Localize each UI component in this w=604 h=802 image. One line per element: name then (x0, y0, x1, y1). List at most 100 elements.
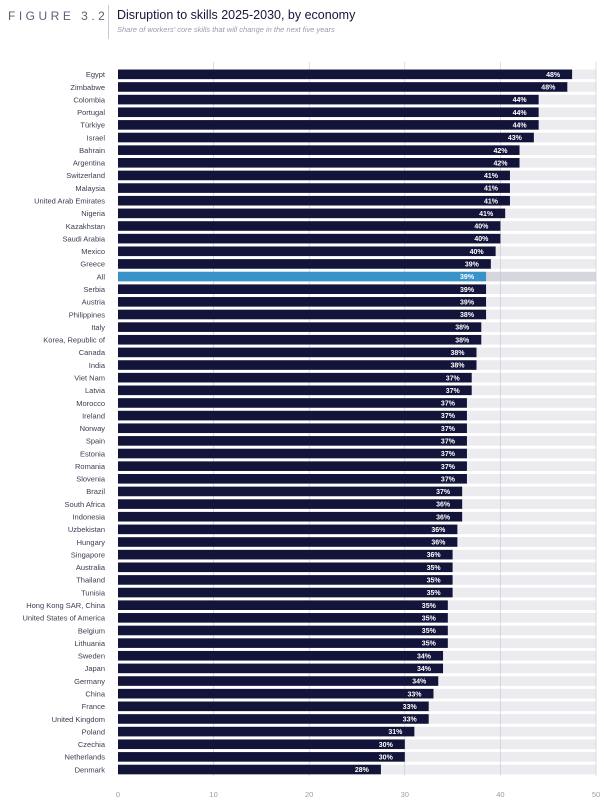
data-label: 43% (508, 135, 523, 142)
data-label: 33% (407, 691, 422, 698)
bar (118, 676, 439, 686)
data-label: 44% (513, 122, 528, 129)
bar (118, 638, 448, 648)
category-label: Tunisia (81, 588, 106, 597)
category-label: Brazil (86, 487, 105, 496)
bar (118, 511, 463, 522)
bar (118, 625, 448, 636)
data-label: 36% (427, 552, 442, 559)
bar (118, 195, 510, 206)
category-label: Singapore (71, 550, 105, 559)
bar (118, 271, 487, 282)
category-label: Belgium (78, 626, 105, 635)
bar (118, 145, 520, 155)
chart-title: Disruption to skills 2025-2030, by econo… (117, 8, 356, 22)
bar (118, 474, 467, 484)
category-label: Italy (91, 323, 105, 332)
category-label: Norway (80, 424, 106, 433)
bar (118, 347, 477, 358)
bar (118, 537, 458, 547)
category-label: Netherlands (65, 753, 106, 762)
category-label: Japan (85, 664, 105, 673)
category-label: Philippines (69, 310, 106, 319)
data-label: 36% (431, 527, 446, 534)
category-label: Israel (87, 133, 106, 142)
data-label: 38% (455, 325, 470, 332)
category-label: Greece (80, 260, 105, 269)
category-label: Czechia (78, 740, 106, 749)
data-label: 40% (474, 236, 489, 243)
bar (118, 524, 458, 535)
bar (118, 398, 467, 408)
category-label: Germany (74, 677, 105, 686)
x-tick-label: 30 (401, 790, 409, 799)
bar (118, 587, 453, 598)
figure-label: FIGURE 3.2 (8, 9, 109, 23)
category-label: Türkiye (80, 121, 105, 130)
category-label: Romania (75, 462, 106, 471)
data-label: 36% (436, 514, 451, 521)
data-label: 39% (460, 287, 475, 294)
category-label: United Kingdom (52, 715, 105, 724)
category-label: Zimbabwe (70, 83, 105, 92)
category-label: Korea, Republic of (43, 336, 106, 345)
category-label: Slovenia (76, 475, 106, 484)
data-label: 37% (436, 489, 451, 496)
data-label: 38% (455, 337, 470, 344)
category-label: Morocco (76, 399, 105, 408)
x-tick-label: 40 (496, 790, 504, 799)
category-label: Thailand (76, 576, 105, 585)
bar (118, 764, 381, 775)
data-label: 39% (460, 274, 475, 281)
data-label: 48% (546, 72, 561, 79)
data-label: 37% (441, 426, 456, 433)
data-label: 30% (379, 754, 394, 761)
category-label: Austria (82, 298, 106, 307)
bar (118, 334, 482, 345)
category-label: India (89, 361, 106, 370)
data-label: 37% (446, 375, 461, 382)
category-label: Malaysia (75, 184, 105, 193)
data-label: 35% (422, 641, 437, 648)
category-label: Saudi Arabia (62, 234, 105, 243)
data-label: 36% (431, 540, 446, 547)
bar (118, 208, 506, 219)
bar (118, 562, 453, 573)
figure-header: FIGURE 3.2 Disruption to skills 2025-203… (0, 0, 604, 40)
x-tick-label: 10 (209, 790, 217, 799)
data-label: 39% (460, 299, 475, 306)
category-label: Spain (86, 437, 105, 446)
category-label: Switzerland (66, 171, 105, 180)
bar (118, 448, 467, 459)
data-label: 37% (441, 401, 456, 408)
bar (118, 132, 534, 143)
bar (118, 752, 405, 762)
data-label: 44% (513, 110, 528, 117)
bar (118, 549, 453, 560)
bar (118, 701, 429, 712)
x-tick-label: 20 (305, 790, 313, 799)
category-label: China (85, 689, 105, 698)
data-label: 31% (388, 729, 403, 736)
data-label: 35% (422, 603, 437, 610)
category-label: Egypt (86, 70, 106, 79)
bar (118, 663, 444, 674)
category-label: Poland (82, 727, 105, 736)
bar (118, 613, 448, 623)
data-label: 30% (379, 742, 394, 749)
category-label: Portugal (77, 108, 105, 117)
header-divider (108, 5, 109, 39)
data-label: 37% (441, 438, 456, 445)
category-label: All (97, 272, 106, 281)
bar (118, 69, 573, 80)
bar (118, 183, 510, 193)
data-label: 38% (450, 350, 465, 357)
data-label: 41% (479, 211, 494, 218)
data-label: 34% (412, 679, 427, 686)
data-label: 41% (484, 173, 499, 180)
data-label: 33% (403, 704, 418, 711)
data-label: 34% (417, 653, 432, 660)
data-label: 36% (436, 502, 451, 509)
data-label: 35% (427, 565, 442, 572)
data-label: 41% (484, 186, 499, 193)
